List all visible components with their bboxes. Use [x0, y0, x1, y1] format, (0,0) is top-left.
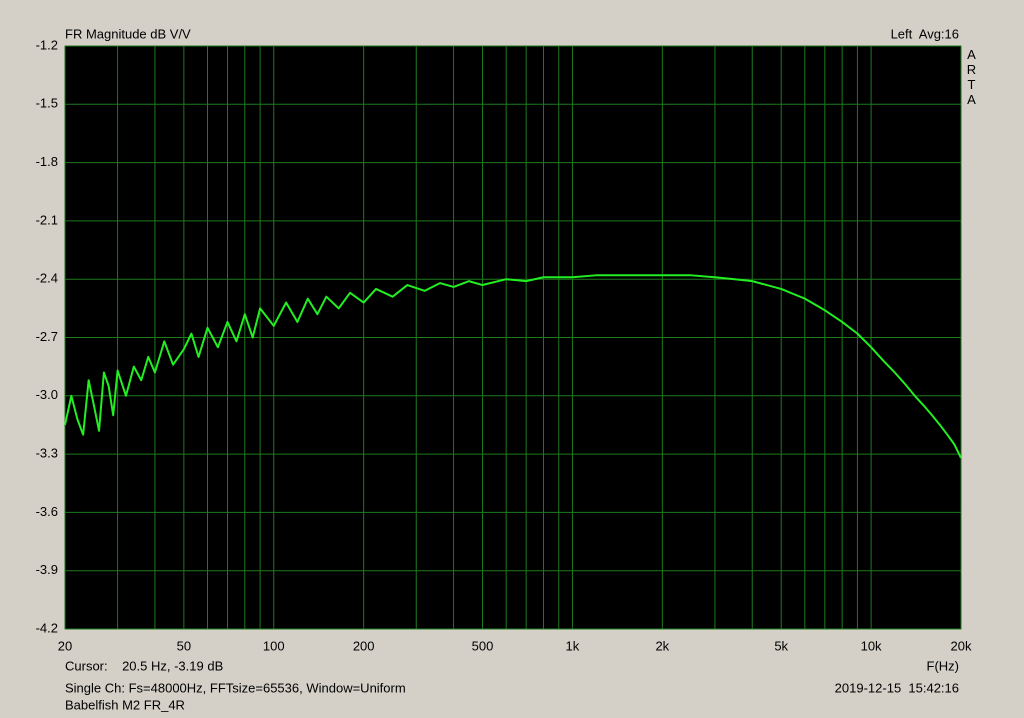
channel-label: Left Avg:16 [891, 26, 959, 41]
x-tick-label: 500 [472, 638, 494, 653]
chart-title: FR Magnitude dB V/V [65, 26, 191, 41]
y-tick-label: -4.2 [36, 620, 58, 635]
x-tick-label: 1k [566, 638, 580, 653]
file-label: Babelfish M2 FR_4R [65, 697, 185, 712]
y-tick-label: -2.7 [36, 329, 58, 344]
y-tick-label: -3.3 [36, 446, 58, 461]
y-tick-label: -2.4 [36, 271, 58, 286]
x-tick-label: 50 [177, 638, 191, 653]
y-tick-label: -1.2 [36, 37, 58, 52]
y-tick-label: -3.6 [36, 504, 58, 519]
timestamp: 2019-12-15 15:42:16 [835, 680, 959, 695]
y-tick-label: -1.5 [36, 96, 58, 111]
x-tick-label: 10k [861, 638, 882, 653]
side-label: ARTA [964, 47, 979, 107]
x-tick-label: 200 [353, 638, 375, 653]
y-tick-label: -3.0 [36, 387, 58, 402]
cursor-label: Cursor: 20.5 Hz, -3.19 dB [65, 658, 223, 673]
x-tick-label: 2k [655, 638, 669, 653]
x-axis-label: F(Hz) [927, 658, 960, 673]
x-tick-label: 100 [263, 638, 285, 653]
info-line: Single Ch: Fs=48000Hz, FFTsize=65536, Wi… [65, 680, 406, 695]
y-tick-label: -3.9 [36, 562, 58, 577]
x-tick-label: 20 [58, 638, 72, 653]
x-tick-label: 5k [774, 638, 788, 653]
y-tick-label: -2.1 [36, 212, 58, 227]
y-tick-label: -1.8 [36, 154, 58, 169]
x-tick-label: 20k [951, 638, 972, 653]
data-line [64, 274, 962, 459]
